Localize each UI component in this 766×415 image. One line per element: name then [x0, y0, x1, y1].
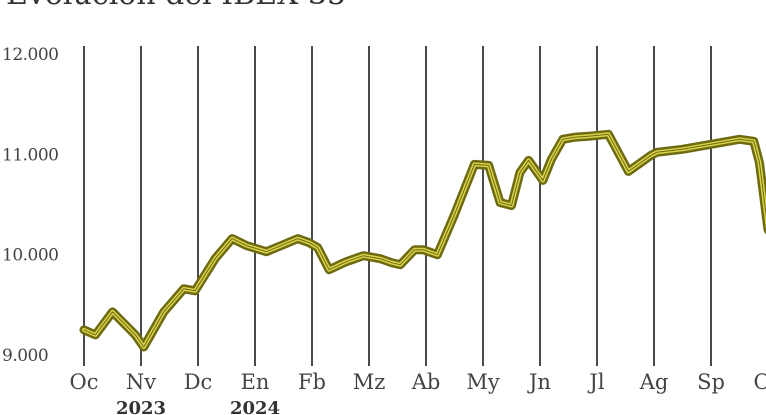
x-tick-label: Ag [639, 370, 669, 394]
x-tick-label: Jn [527, 370, 551, 394]
y-tick-label: 11.000 [2, 145, 58, 165]
x-tick-label: Oc [70, 370, 99, 394]
series-line [79, 129, 766, 352]
x-axis-ticks: Oc Nv Dc En Fb Mz Ab My Jn Jl Ag Sp Oc [70, 370, 766, 394]
y-tick-label: 12.000 [2, 45, 58, 65]
x-tick-label: En [241, 370, 270, 394]
x-tick-label: Oc [754, 370, 766, 394]
series-line-center [83, 133, 766, 348]
y-axis-ticks: 9.000 10.000 11.000 12.000 [2, 45, 59, 366]
x-tick-label: Nv [126, 370, 156, 394]
x-tick-label: Ab [411, 370, 441, 394]
vertical-gridlines [83, 46, 712, 366]
year-label: 2023 [116, 398, 166, 415]
x-tick-label: Fb [298, 370, 326, 394]
x-tick-label: Sp [697, 370, 725, 394]
x-tick-label: My [466, 370, 500, 394]
year-labels: 2023 2024 [116, 398, 280, 415]
y-tick-label: 9.000 [2, 346, 48, 366]
x-tick-label: Dc [184, 370, 213, 394]
y-tick-label: 10.000 [2, 246, 58, 266]
x-tick-label: Mz [353, 370, 386, 394]
year-label: 2024 [230, 398, 280, 415]
x-tick-label: Jl [587, 370, 604, 394]
chart-title: Evolución del IBEX 35 [6, 0, 346, 12]
